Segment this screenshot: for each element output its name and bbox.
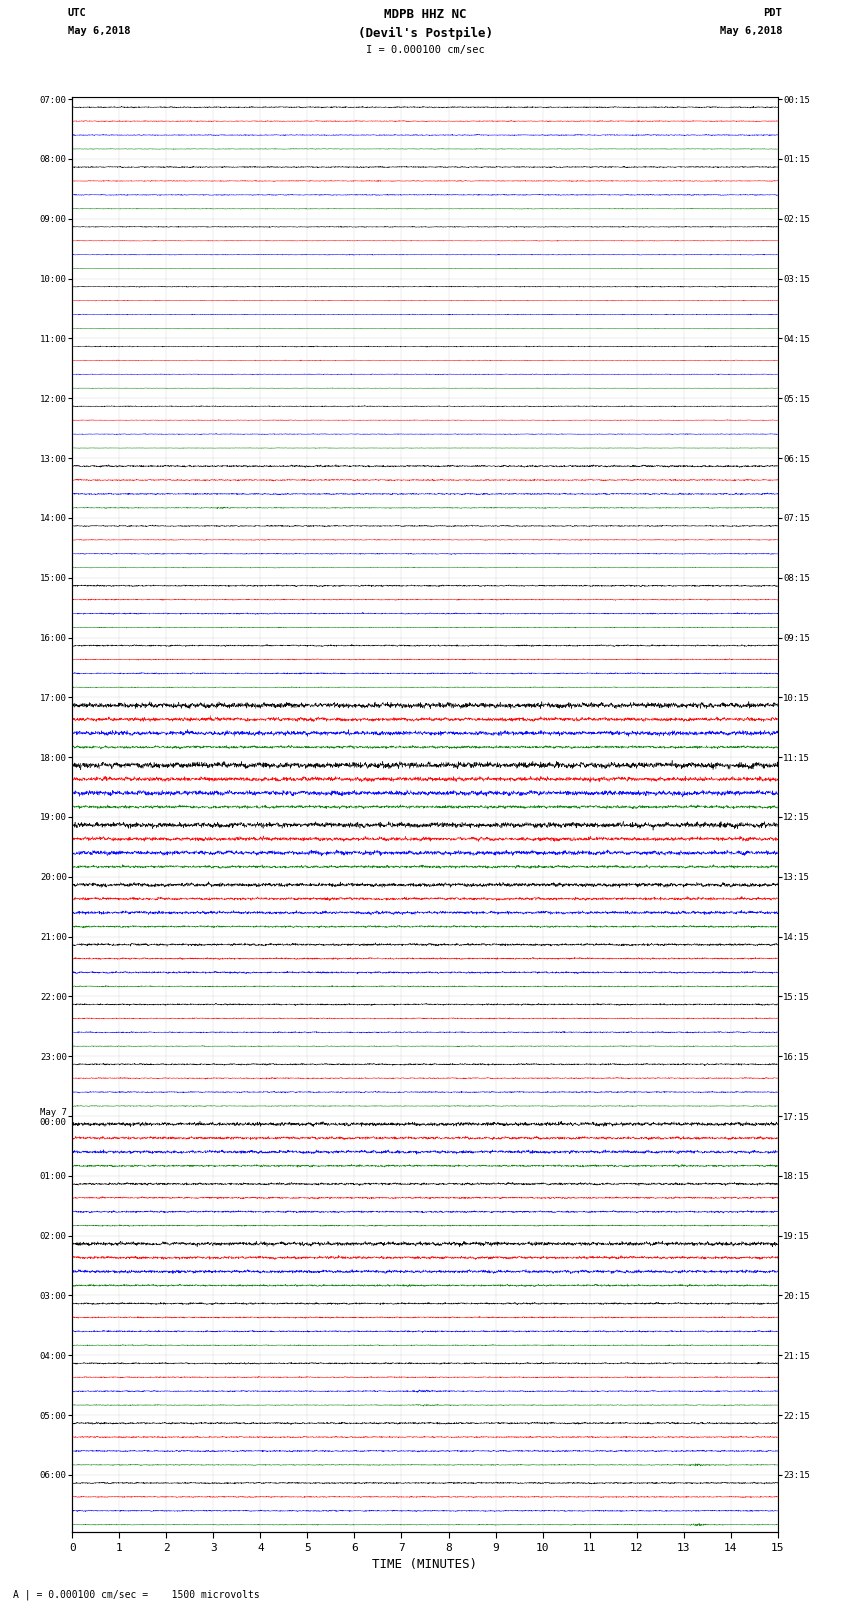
Text: May 6,2018: May 6,2018 [719,26,782,35]
Text: A | = 0.000100 cm/sec =    1500 microvolts: A | = 0.000100 cm/sec = 1500 microvolts [13,1589,259,1600]
Text: I = 0.000100 cm/sec: I = 0.000100 cm/sec [366,45,484,55]
Text: UTC: UTC [68,8,87,18]
Text: PDT: PDT [763,8,782,18]
X-axis label: TIME (MINUTES): TIME (MINUTES) [372,1558,478,1571]
Text: May 6,2018: May 6,2018 [68,26,131,35]
Text: MDPB HHZ NC: MDPB HHZ NC [383,8,467,21]
Text: (Devil's Postpile): (Devil's Postpile) [358,27,492,40]
